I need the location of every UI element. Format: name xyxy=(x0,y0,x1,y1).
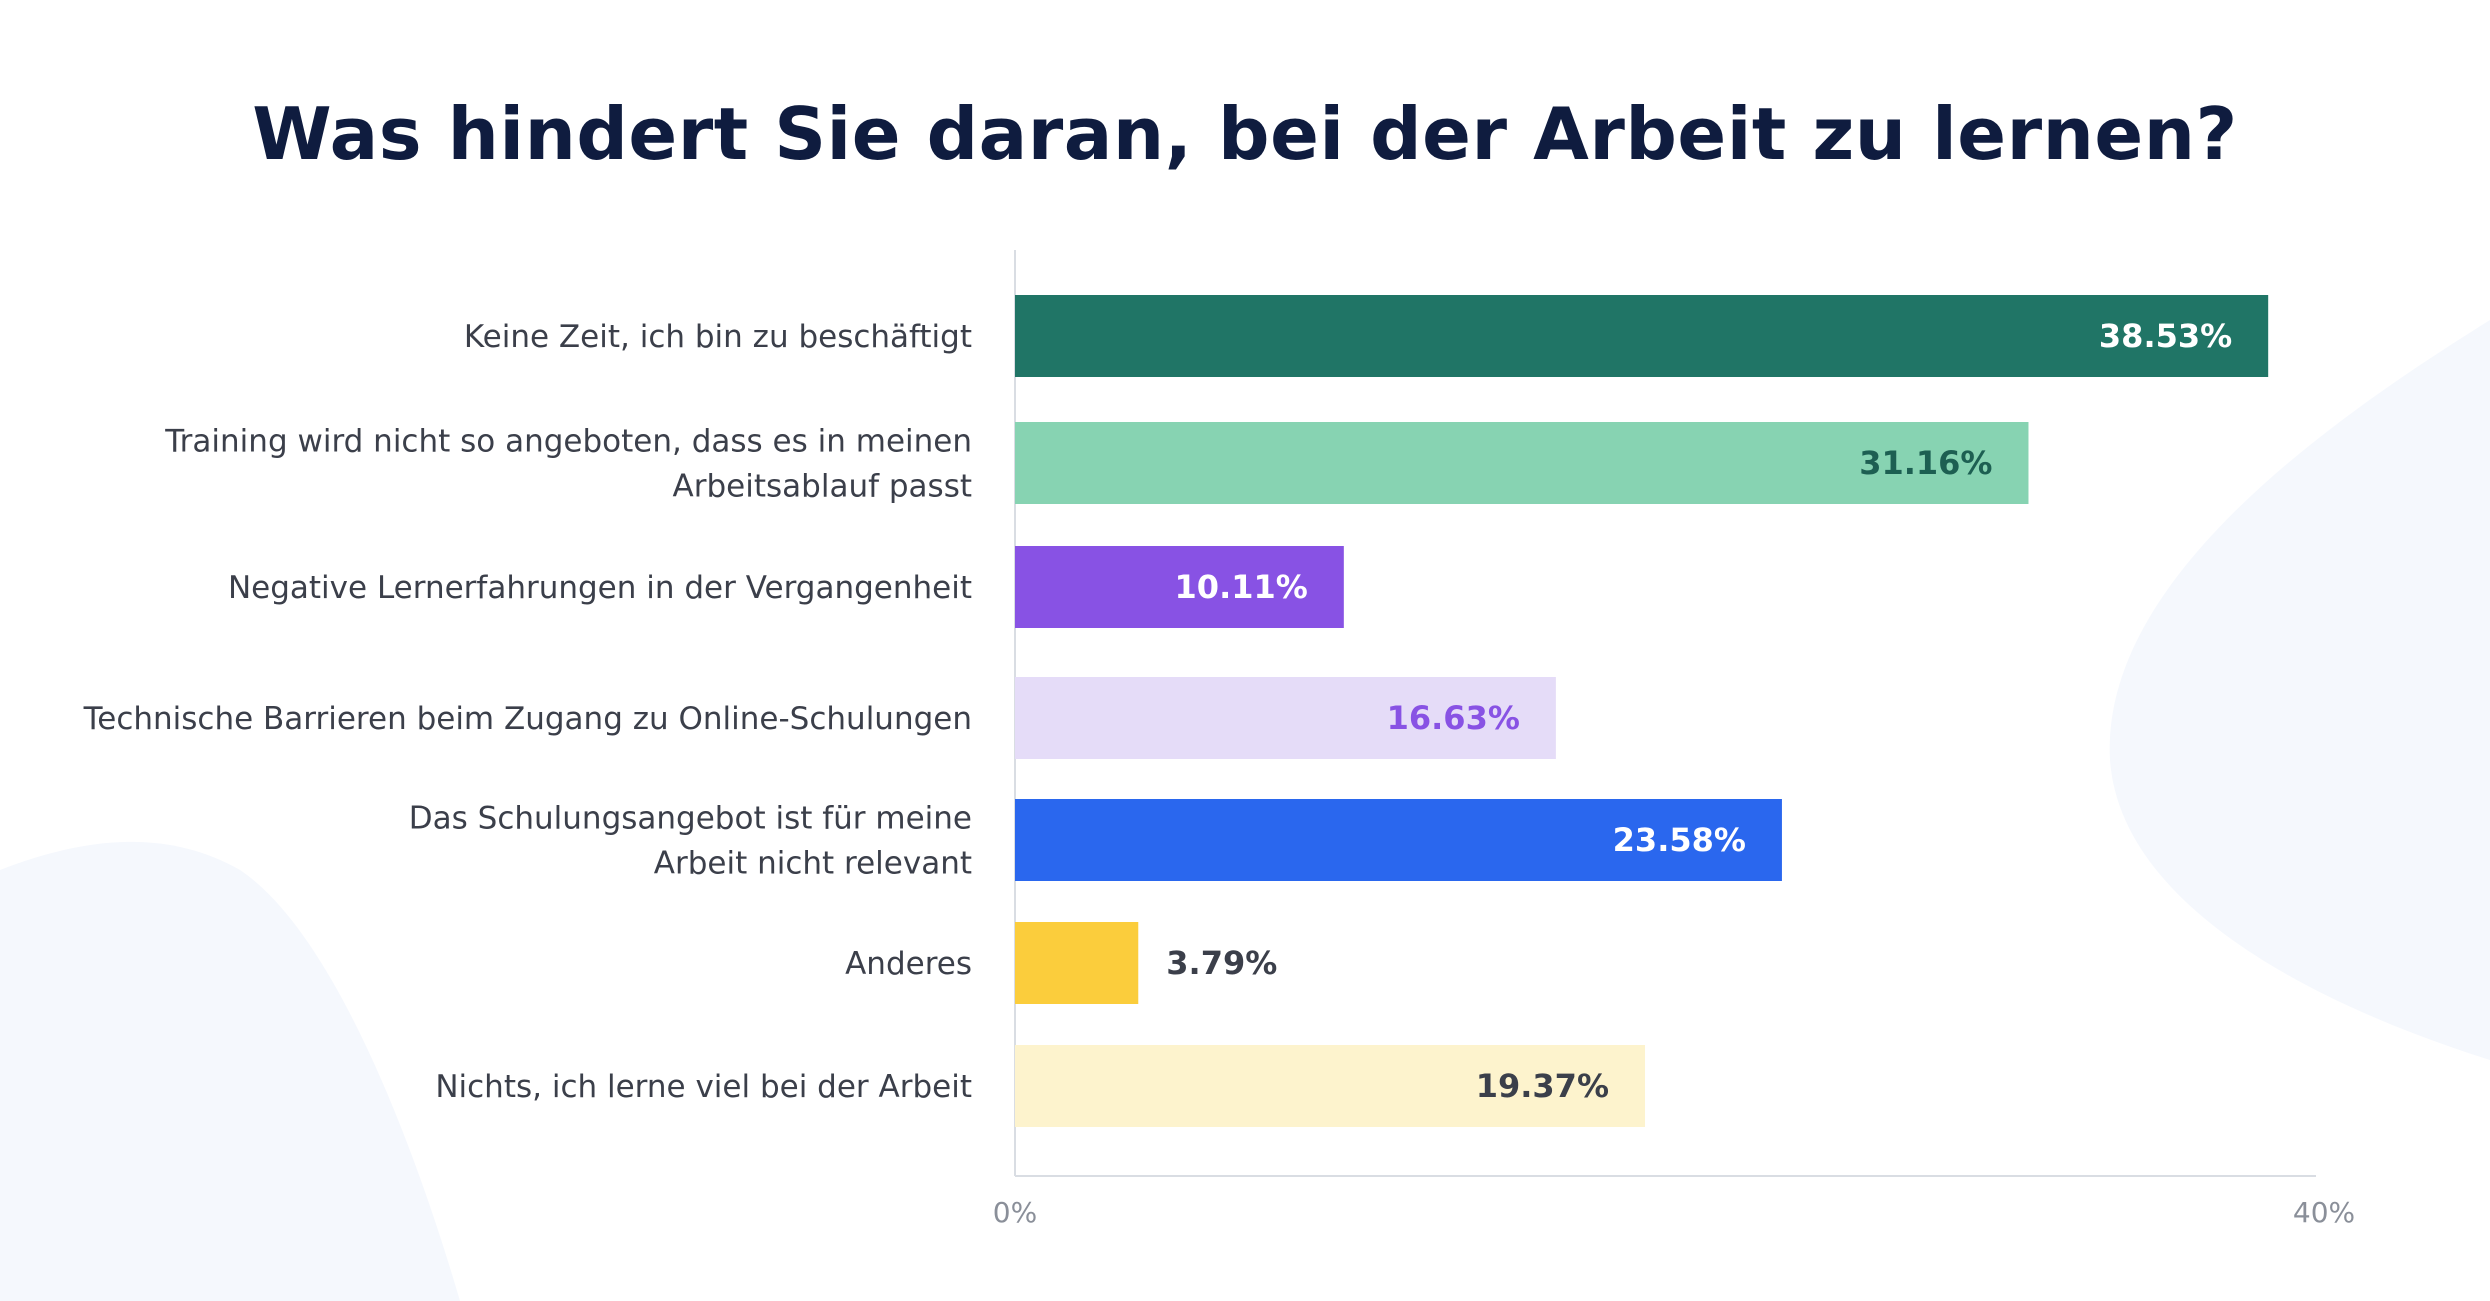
bar xyxy=(1015,546,1344,628)
value-label: 16.63% xyxy=(1387,699,1520,737)
background-blob-left xyxy=(0,841,460,1301)
value-label: 31.16% xyxy=(1859,444,1992,482)
chart-title: Was hindert Sie daran, bei der Arbeit zu… xyxy=(252,92,2238,176)
x-tick-label: 40% xyxy=(2293,1196,2355,1229)
value-label: 23.58% xyxy=(1613,821,1746,859)
bar xyxy=(1015,677,1556,759)
bar xyxy=(1015,1045,1646,1127)
value-label: 10.11% xyxy=(1175,568,1308,606)
category-label: Negative Lernerfahrungen in der Vergange… xyxy=(228,570,972,606)
category-label: Arbeitsablauf passt xyxy=(673,469,972,505)
category-label: Anderes xyxy=(845,946,972,982)
bar xyxy=(1015,295,2269,377)
value-label: 38.53% xyxy=(2099,317,2232,355)
category-label: Nichts, ich lerne viel bei der Arbeit xyxy=(435,1069,972,1105)
category-label: Training wird nicht so angeboten, dass e… xyxy=(164,424,972,460)
x-tick-label: 0% xyxy=(993,1196,1037,1229)
category-label: Arbeit nicht relevant xyxy=(654,846,972,882)
value-label: 19.37% xyxy=(1476,1067,1609,1105)
category-label: Keine Zeit, ich bin zu beschäftigt xyxy=(464,319,972,355)
background-blob-right xyxy=(2109,320,2490,1060)
value-label: 3.79% xyxy=(1166,944,1277,982)
bar xyxy=(1015,799,1782,881)
bar xyxy=(1015,422,2029,504)
category-label: Das Schulungsangebot ist für meine xyxy=(409,801,972,837)
category-label: Technische Barrieren beim Zugang zu Onli… xyxy=(83,701,972,737)
bar xyxy=(1015,922,1139,1004)
